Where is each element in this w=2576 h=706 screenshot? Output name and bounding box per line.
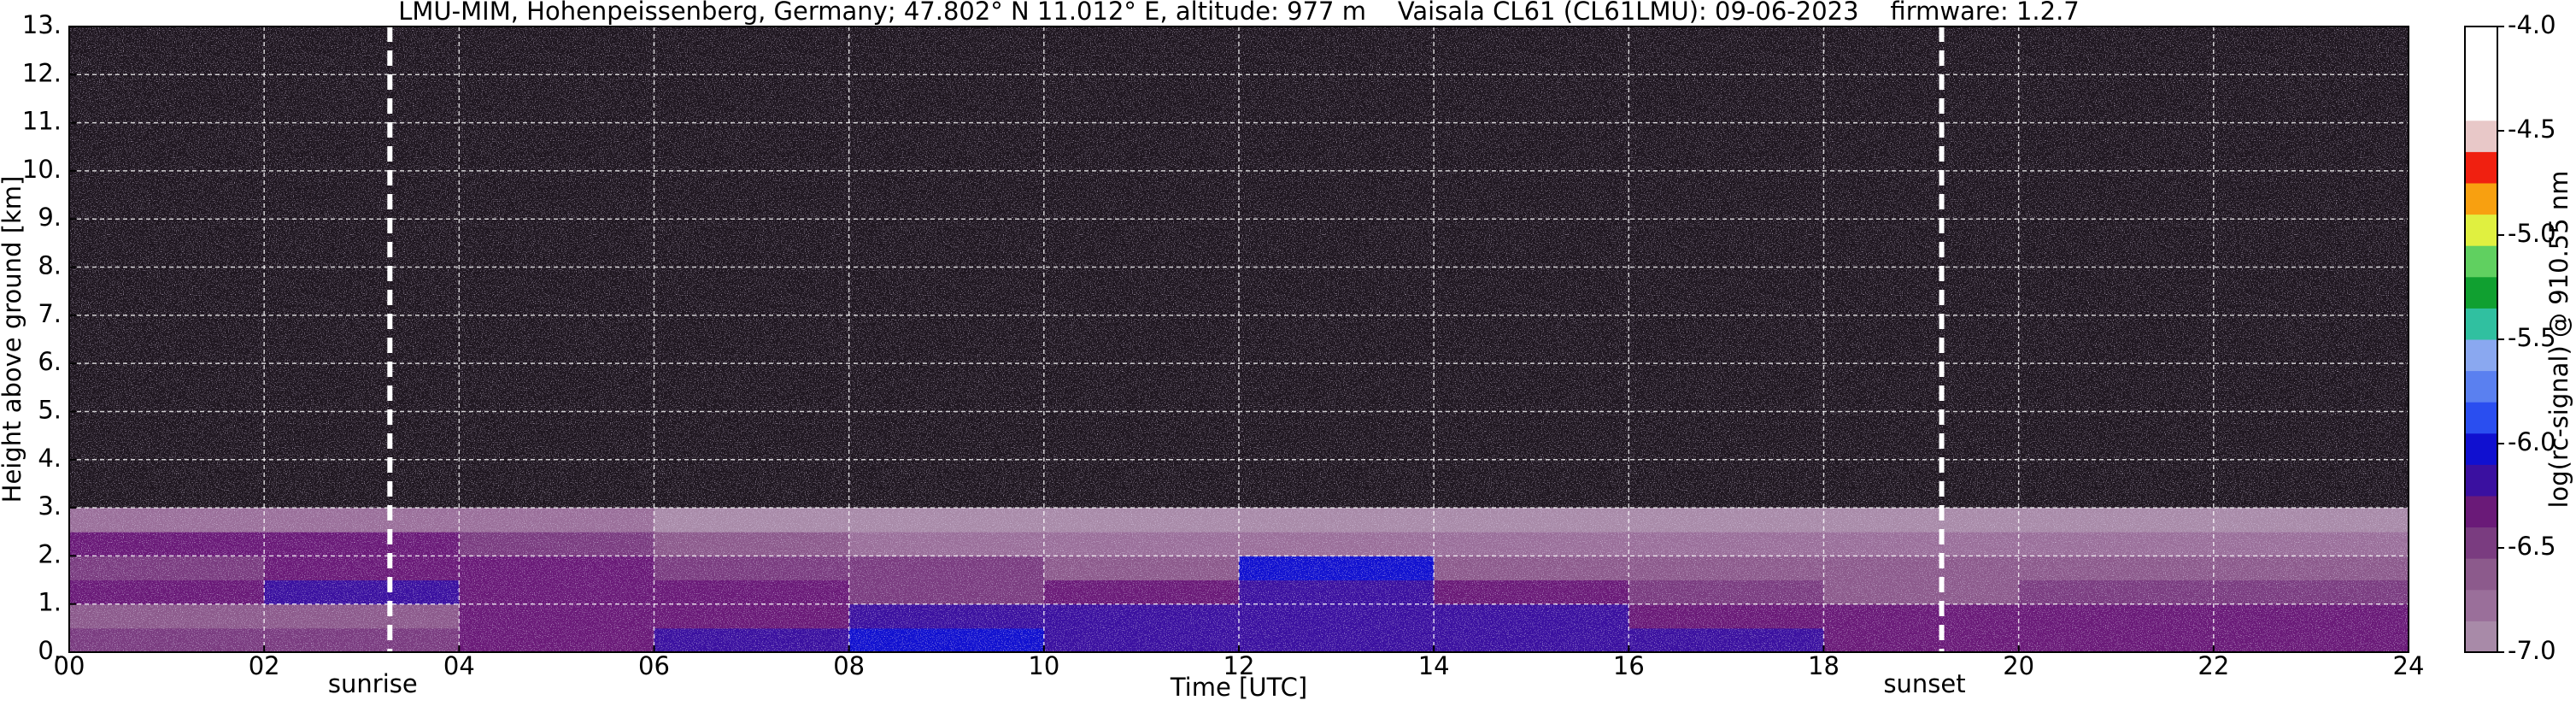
y-tick-label: 13. bbox=[22, 10, 62, 39]
colorbar-tick-label: -5.5 bbox=[2508, 323, 2556, 352]
colorbar-tick-label: -6.0 bbox=[2508, 427, 2556, 456]
colorbar-swatch bbox=[2465, 402, 2497, 434]
colorbar-swatch bbox=[2465, 214, 2497, 246]
colorbar-swatch bbox=[2465, 245, 2497, 278]
colorbar-swatch bbox=[2465, 621, 2497, 653]
y-tick-label: 7. bbox=[38, 299, 62, 328]
y-tick-label: 9. bbox=[38, 203, 62, 232]
y-tick-label: 11. bbox=[22, 107, 62, 136]
y-tick-label: 12. bbox=[22, 58, 62, 87]
colorbar-swatch bbox=[2465, 496, 2497, 528]
y-tick-label: 6. bbox=[38, 347, 62, 376]
colorbar-swatch bbox=[2465, 370, 2497, 403]
colorbar-swatch bbox=[2465, 57, 2497, 90]
y-tick-label: 3. bbox=[38, 491, 62, 521]
x-tick-label: 04 bbox=[443, 651, 475, 680]
plot-area bbox=[69, 26, 2409, 652]
colorbar-swatch bbox=[2465, 432, 2497, 465]
colorbar-swatch bbox=[2465, 464, 2497, 497]
colorbar-label: log(rc-signal) @ 910.55 nm bbox=[2544, 170, 2573, 508]
x-tick-label: 02 bbox=[249, 651, 280, 680]
x-tick-label: 00 bbox=[54, 651, 85, 680]
x-tick-label: 10 bbox=[1028, 651, 1059, 680]
x-tick-label: 24 bbox=[2393, 651, 2425, 680]
chart-title: LMU-MIM, Hohenpeissenberg, Germany; 47.8… bbox=[398, 0, 2080, 26]
y-tick-label: 10. bbox=[22, 155, 62, 184]
colorbar-tick-label: -4.0 bbox=[2508, 10, 2556, 39]
colorbar-swatch bbox=[2465, 89, 2497, 121]
x-tick-label: 18 bbox=[1808, 651, 1840, 680]
plot-frame bbox=[68, 26, 2409, 653]
colorbar-tick-label: -4.5 bbox=[2508, 115, 2556, 144]
annotation-label: sunset bbox=[1883, 669, 1965, 698]
x-tick-label: 14 bbox=[1418, 651, 1450, 680]
y-tick-label: 8. bbox=[38, 251, 62, 280]
colorbar-swatch bbox=[2465, 26, 2497, 59]
y-tick-label: 5. bbox=[38, 395, 62, 424]
colorbar-swatch bbox=[2465, 527, 2497, 559]
colorbar-swatch bbox=[2465, 276, 2497, 309]
colorbar-swatch bbox=[2465, 589, 2497, 621]
annotation-label: sunrise bbox=[328, 669, 418, 698]
x-tick-label: 22 bbox=[2198, 651, 2229, 680]
x-tick-label: 08 bbox=[833, 651, 865, 680]
x-tick-label: 06 bbox=[638, 651, 670, 680]
colorbar-swatch bbox=[2465, 151, 2497, 184]
y-tick-label: 0. bbox=[38, 636, 62, 665]
colorbar-tick-label: -6.5 bbox=[2508, 532, 2556, 561]
colorbar-tick-label: -5.0 bbox=[2508, 219, 2556, 248]
y-tick-label: 4. bbox=[38, 444, 62, 473]
colorbar-swatch bbox=[2465, 558, 2497, 591]
y-tick-label: 2. bbox=[38, 539, 62, 568]
colorbar-swatch bbox=[2465, 308, 2497, 340]
y-axis-label: Height above ground [km] bbox=[0, 176, 26, 503]
x-axis-label: Time [UTC] bbox=[1170, 673, 1307, 702]
colorbar-swatch bbox=[2465, 339, 2497, 372]
y-tick-label: 1. bbox=[38, 588, 62, 617]
x-tick-label: 12 bbox=[1223, 651, 1255, 680]
colorbar-swatch bbox=[2465, 183, 2497, 215]
x-tick-label: 20 bbox=[2003, 651, 2034, 680]
colorbar-swatch bbox=[2465, 120, 2497, 152]
x-tick-label: 16 bbox=[1613, 651, 1645, 680]
colorbar-tick-label: -7.0 bbox=[2508, 636, 2556, 665]
